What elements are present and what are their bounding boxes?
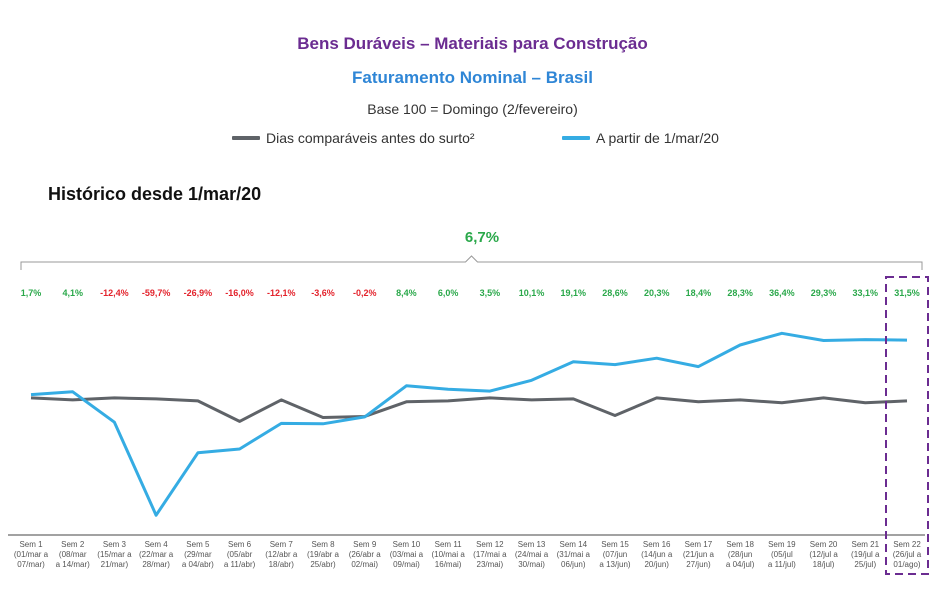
series-line-comparable [30, 396, 908, 423]
chart-subtitle: Faturamento Nominal – Brasil [352, 68, 593, 87]
series-line-from-march [30, 331, 908, 517]
change-label: 6,0% [438, 288, 459, 298]
x-tick-label: Sem 13 (24/mai a 30/mai) [515, 540, 549, 569]
legend: Dias comparáveis antes do surto² A parti… [0, 130, 945, 150]
change-label: 31,5% [894, 288, 920, 298]
change-label: 3,5% [480, 288, 501, 298]
x-tick-label: Sem 22 (26/jul a 01/ago) [893, 540, 922, 569]
range-brace [20, 255, 923, 270]
change-label: -26,9% [184, 288, 213, 298]
legend-item-from-march: A partir de 1/mar/20 [562, 130, 719, 146]
x-tick-label: Sem 10 (03/mai a 09/mai) [390, 540, 424, 569]
chart-title: Bens Duráveis – Materiais para Construçã… [297, 34, 648, 53]
x-tick-label: Sem 7 (12/abr a 18/abr) [265, 540, 298, 569]
change-labels: 1,7% 4,1% -12,4% -59,7% -26,9% -16,0% -12,1% -3… [21, 288, 920, 298]
change-label: -0,2% [353, 288, 377, 298]
x-tick-label: Sem 19 (05/jul a 11/jul) [768, 540, 796, 569]
change-label: 29,3% [811, 288, 837, 298]
x-tick-label: Sem 18 (28/jun a 04/jul) [726, 540, 755, 569]
x-tick-label: Sem 1 (01/mar a 07/mar) [14, 540, 49, 569]
change-label: 28,3% [727, 288, 753, 298]
legend-swatch-from-march [562, 136, 590, 140]
legend-item-comparable: Dias comparáveis antes do surto² [232, 130, 475, 146]
x-tick-label: Sem 16 (14/jun a 20/jun) [641, 540, 673, 569]
x-tick-label: Sem 15 (07/jun a 13/jun) [599, 540, 630, 569]
base-note: Base 100 = Domingo (2/fevereiro) [367, 101, 578, 117]
change-label: -16,0% [225, 288, 254, 298]
x-tick-label: Sem 3 (15/mar a 21/mar) [97, 540, 132, 569]
legend-label-from-march: A partir de 1/mar/20 [596, 130, 719, 146]
legend-swatch-comparable [232, 136, 260, 140]
x-tick-label: Sem 20 (12/jul a 18/jul) [809, 540, 838, 569]
legend-label-comparable: Dias comparáveis antes do surto² [266, 130, 475, 146]
total-change-label: 6,7% [465, 229, 499, 246]
change-label: -12,4% [100, 288, 129, 298]
change-label: 20,3% [644, 288, 670, 298]
change-label: -3,6% [311, 288, 335, 298]
change-label: 33,1% [853, 288, 879, 298]
change-label: 19,1% [561, 288, 587, 298]
x-axis-ticks: Sem 1 (01/mar a 07/mar)Sem 2 (08/mar a 14/ma… [14, 540, 922, 569]
x-tick-label: Sem 11 (10/mai a 16/mai) [431, 540, 465, 569]
change-label: 28,6% [602, 288, 628, 298]
x-tick-label: Sem 17 (21/jun a 27/jun) [683, 540, 715, 569]
x-tick-label: Sem 9 (26/abr a 02/mai) [349, 540, 382, 569]
highlight-box [885, 276, 929, 575]
x-tick-label: Sem 8 (19/abr a 25/abr) [307, 540, 340, 569]
change-label: 18,4% [686, 288, 712, 298]
change-label: -12,1% [267, 288, 296, 298]
x-tick-label: Sem 12 (17/mai a 23/mai) [473, 540, 507, 569]
x-tick-label: Sem 21 (19/jul a 25/jul) [851, 540, 880, 569]
change-label: 10,1% [519, 288, 545, 298]
x-tick-label: Sem 5 (29/mar a 04/abr) [182, 540, 214, 569]
x-tick-label: Sem 6 (05/abr a 11/abr) [224, 540, 256, 569]
change-label: -59,7% [142, 288, 171, 298]
change-label: 8,4% [396, 288, 417, 298]
change-label: 1,7% [21, 288, 42, 298]
change-label: 36,4% [769, 288, 795, 298]
change-label: 4,1% [62, 288, 83, 298]
section-title: Histórico desde 1/mar/20 [48, 184, 262, 204]
x-tick-label: Sem 14 (31/mai a 06/jun) [557, 540, 591, 569]
x-tick-label: Sem 4 (22/mar a 28/mar) [139, 540, 174, 569]
x-tick-label: Sem 2 (08/mar a 14/mar) [56, 540, 91, 569]
